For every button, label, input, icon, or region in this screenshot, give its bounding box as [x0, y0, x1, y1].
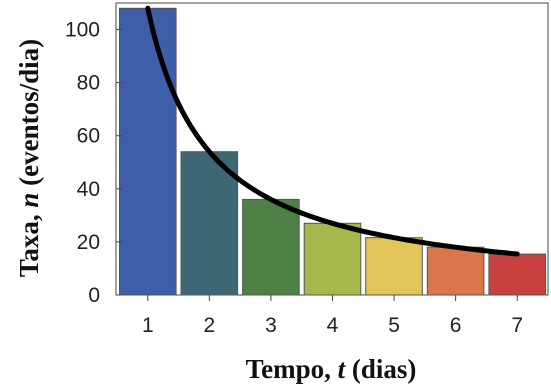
x-tick-label-2: 2 [204, 314, 216, 337]
fit-curve [145, 5, 520, 257]
x-tick-label-7: 7 [511, 314, 523, 337]
bar-2 [180, 151, 239, 296]
x-tick-label-4: 4 [327, 314, 339, 337]
bar-5 [365, 237, 423, 296]
bar-3 [242, 198, 300, 296]
x-axis-title: Tempo, t (dias) [246, 354, 417, 384]
x-tick-label-6: 6 [450, 314, 462, 337]
x-tick-label-3: 3 [265, 314, 277, 337]
bar-7 [488, 253, 546, 296]
y-tick-label-60: 60 [77, 125, 100, 148]
bar-6 [426, 246, 485, 296]
bar-4 [303, 222, 362, 296]
y-tick-label-0: 0 [88, 284, 100, 307]
y-tick-label-20: 20 [77, 231, 100, 254]
y-tick-label-80: 80 [77, 72, 100, 95]
y-tick-label-100: 100 [65, 19, 100, 42]
x-axis: 1 2 3 4 5 6 7 [142, 295, 523, 337]
y-tick-label-40: 40 [77, 178, 100, 201]
bar-1 [119, 7, 177, 296]
x-tick-label-5: 5 [388, 314, 400, 337]
y-axis-title: Taxa, n (eventos/dia) [14, 39, 44, 277]
y-axis: 0 20 40 60 80 100 [65, 19, 122, 307]
x-tick-label-1: 1 [142, 314, 154, 337]
